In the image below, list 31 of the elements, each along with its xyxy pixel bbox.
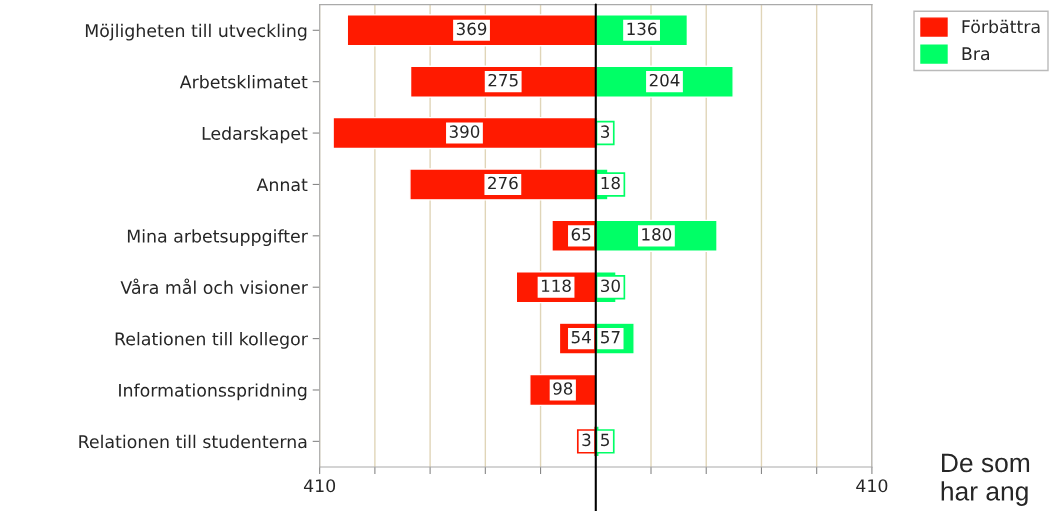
y-tick-label: Informationsspridning bbox=[119, 383, 307, 401]
data-label: 5 bbox=[601, 433, 609, 447]
data-label: 98 bbox=[553, 382, 573, 395]
y-tick-label: Arbetsklimatet bbox=[179, 75, 308, 89]
data-label: 18 bbox=[601, 176, 620, 190]
data-label: 3 bbox=[582, 433, 591, 447]
data-label: 54 bbox=[571, 331, 591, 344]
data-label: 3 bbox=[601, 125, 610, 138]
data-label: 369 bbox=[456, 22, 487, 36]
y-tick-label: Relationen till kollegor bbox=[115, 332, 308, 349]
data-label: 276 bbox=[488, 176, 518, 190]
data-label: 30 bbox=[601, 279, 620, 293]
y-tick-label: Mina arbetsuppgifter bbox=[127, 229, 308, 247]
legend-label: Bra bbox=[962, 47, 990, 61]
data-label: 180 bbox=[642, 228, 672, 241]
y-tick-label: Relationen till studenterna bbox=[79, 434, 307, 449]
data-label: 65 bbox=[571, 228, 591, 241]
y-tick-label: Ledarskapet bbox=[202, 126, 308, 144]
data-label: 204 bbox=[649, 73, 680, 87]
data-label: 57 bbox=[601, 331, 620, 344]
x-tick-label: 410 bbox=[303, 479, 336, 493]
data-label: 136 bbox=[627, 22, 657, 36]
legend-label: Förbättra bbox=[962, 19, 1040, 34]
data-label: 275 bbox=[488, 73, 518, 87]
y-tick-label: Annat bbox=[256, 178, 308, 192]
y-tick-label: Möjligheten till utveckling bbox=[85, 23, 307, 41]
text: De som har ang bbox=[941, 453, 1030, 506]
x-tick-label: 410 bbox=[856, 479, 888, 493]
y-tick-label: Våra mål och visioner bbox=[120, 278, 308, 295]
data-label: 118 bbox=[541, 279, 571, 293]
data-label: 390 bbox=[449, 125, 480, 138]
